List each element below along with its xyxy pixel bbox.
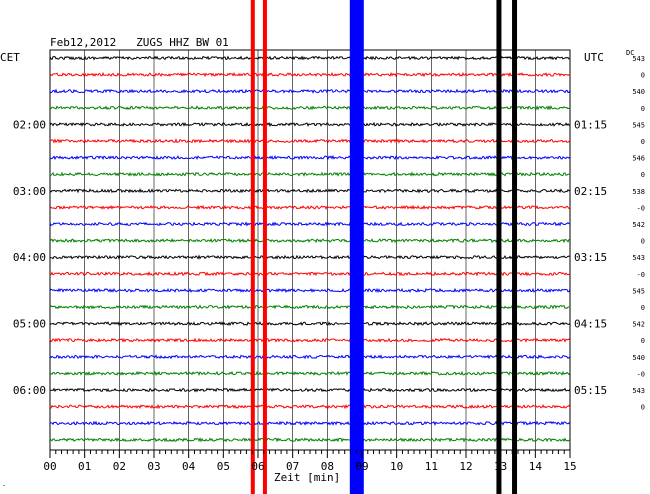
dc-offset-label: 0 <box>641 238 645 246</box>
dc-offset-label: 543 <box>632 55 645 63</box>
x-tick-label: 07 <box>286 460 299 473</box>
dc-offset-label: -0 <box>637 204 645 212</box>
seismic-trace <box>49 354 571 360</box>
seismic-trace <box>49 71 571 78</box>
left-hour-label: 03:00 <box>13 185 46 198</box>
seismic-trace <box>49 271 571 277</box>
x-tick-label: 05 <box>217 460 230 473</box>
seismic-trace <box>49 403 571 410</box>
x-axis: 00 01 02 03 04 05 06 07 08 09 10 11 12 13 14 15 <box>43 450 577 473</box>
right-hour-label: 02:15 <box>574 185 607 198</box>
seismic-trace <box>50 138 571 144</box>
seismic-trace <box>49 370 571 377</box>
dc-offset-label: 0 <box>641 304 645 312</box>
x-tick-label: 12 <box>459 460 472 473</box>
event-marker-group <box>250 0 518 494</box>
event-marker <box>262 0 267 494</box>
left-hour-label: 05:00 <box>13 318 46 331</box>
seismic-trace <box>49 287 571 294</box>
seismic-trace <box>49 337 571 343</box>
right-timezone-label: UTC <box>584 51 604 64</box>
seismic-trace <box>49 204 571 210</box>
x-tick-label: 11 <box>425 460 438 473</box>
trace-group <box>49 55 571 443</box>
x-tick-label: 14 <box>529 460 543 473</box>
dc-label: DC <box>626 49 634 57</box>
seismic-trace <box>49 154 571 161</box>
x-tick-label: 08 <box>321 460 334 473</box>
event-marker <box>349 0 364 494</box>
right-hour-label: 03:15 <box>574 251 607 264</box>
dc-offset-label: 0 <box>641 105 645 113</box>
event-marker <box>250 0 255 494</box>
seismic-trace <box>49 254 571 261</box>
x-tick-label: 01 <box>78 460 91 473</box>
left-hour-label: 02:00 <box>13 118 46 131</box>
event-marker <box>512 0 518 494</box>
x-tick-label: 09 <box>355 460 368 473</box>
dc-offset-label: 542 <box>632 321 645 329</box>
x-tick-label: 04 <box>182 460 196 473</box>
event-marker <box>496 0 502 494</box>
dc-offset-label: 538 <box>632 188 645 196</box>
right-hour-label: 01:15 <box>574 118 607 131</box>
seismic-trace <box>49 188 571 194</box>
dc-offset-label: 0 <box>641 138 645 146</box>
dc-offset-label: 0 <box>641 337 645 345</box>
seismic-trace <box>49 55 571 61</box>
left-hour-label: 04:00 <box>13 251 46 264</box>
chart-title: Feb12,2012 ZUGS HHZ BW 01 <box>50 36 229 49</box>
dc-offset-label: 543 <box>632 387 645 395</box>
x-tick-label: 06 <box>251 460 264 473</box>
right-hour-label: 04:15 <box>574 318 607 331</box>
dc-offset-label: 0 <box>641 404 645 412</box>
x-tick-label: 02 <box>113 460 126 473</box>
dc-offset-label: -0 <box>637 370 645 378</box>
x-tick-label: 15 <box>563 460 576 473</box>
seismic-trace <box>49 171 570 177</box>
x-tick-label: 13 <box>494 460 507 473</box>
seismic-trace <box>49 238 571 244</box>
dc-offset-label: 542 <box>632 221 645 229</box>
corner-mark: . <box>2 480 6 488</box>
seismic-trace <box>49 221 571 227</box>
seismic-trace <box>49 104 571 111</box>
x-tick-label: 00 <box>43 460 56 473</box>
seismic-trace <box>49 437 571 443</box>
dc-offset-label: 540 <box>632 88 645 96</box>
dc-offset-label: 545 <box>632 121 645 129</box>
left-hour-label: 06:00 <box>13 384 46 397</box>
seismic-trace <box>49 121 571 128</box>
dc-offset-label: 0 <box>641 72 645 80</box>
seismic-trace <box>50 420 571 426</box>
seismic-trace <box>49 321 571 327</box>
dc-offset-label: 0 <box>641 171 645 179</box>
right-hour-label: 05:15 <box>574 384 607 397</box>
dc-offset-label: -0 <box>637 271 645 279</box>
label-group: 02:00 03:00 04:00 05:00 06:00 01:15 02:15 03:15… <box>13 55 645 412</box>
dc-offset-label: 540 <box>632 354 645 362</box>
left-timezone-label: CET <box>0 51 20 64</box>
x-tick-label: 10 <box>390 460 403 473</box>
x-axis-label: Zeit [min] <box>274 471 340 484</box>
seismic-trace <box>49 387 571 393</box>
x-tick-label: 03 <box>147 460 160 473</box>
seismic-trace <box>49 88 571 94</box>
seismic-trace <box>49 304 571 310</box>
dc-offset-label: 546 <box>632 155 645 163</box>
dc-offset-label: 545 <box>632 287 645 295</box>
dc-offset-label: 543 <box>632 254 645 262</box>
